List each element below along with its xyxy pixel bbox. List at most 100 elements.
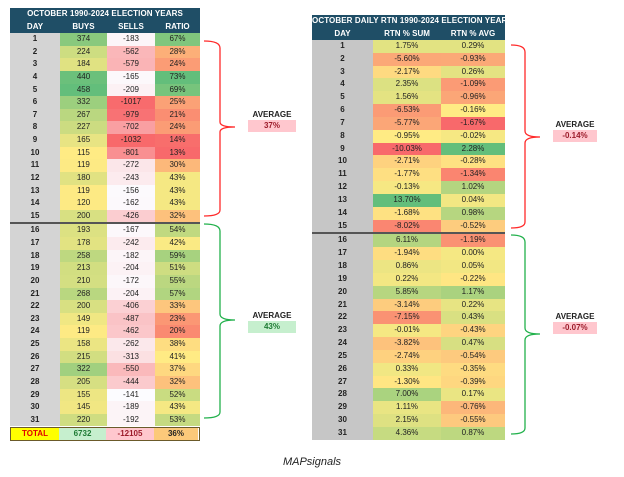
sells-cell: -167 [107, 224, 155, 237]
buys-cell: 213 [60, 262, 107, 275]
table-row: 2 -5.60% -0.93% [312, 52, 505, 66]
buys-cell: 120 [60, 197, 107, 210]
table-row: 16 193 -167 54% [10, 222, 200, 237]
ratio-cell: 59% [155, 249, 200, 263]
day-cell: 26 [312, 362, 373, 376]
rtn-avg-cell: -0.96% [441, 91, 505, 105]
total-buys: 6732 [59, 428, 106, 441]
table-row: 13 13.70% 0.04% [312, 193, 505, 207]
sells-cell: -702 [107, 121, 155, 134]
day-cell: 17 [312, 247, 373, 261]
ratio-cell: 24% [155, 58, 200, 71]
rtn-avg-cell: 1.02% [441, 181, 505, 194]
average-second-half-left: AVERAGE 43% [248, 311, 296, 333]
buys-cell: 158 [60, 338, 107, 351]
day-cell: 8 [312, 129, 373, 143]
rtn-sum-cell: -6.53% [373, 104, 441, 117]
buys-cell: 149 [60, 312, 107, 326]
rtn-sum-cell: -2.71% [373, 155, 441, 169]
table-row: 3 -2.17% 0.26% [312, 65, 505, 79]
rtn-avg-cell: 0.98% [441, 206, 505, 220]
table-row: 12 -0.13% 1.02% [312, 181, 505, 194]
buys-cell: 440 [60, 70, 107, 84]
table-row: 11 119 -272 30% [10, 159, 200, 172]
table-row: 11 -1.77% -1.34% [312, 168, 505, 182]
table-row: 15 200 -426 32% [10, 209, 200, 223]
day-cell: 3 [312, 65, 373, 79]
rtn-sum-cell: -3.82% [373, 337, 441, 350]
ratio-cell: 69% [155, 83, 200, 97]
table-row: 8 -0.95% -0.02% [312, 129, 505, 143]
ratio-cell: 42% [155, 237, 200, 250]
day-cell: 14 [10, 197, 60, 210]
buys-cell: 165 [60, 134, 107, 147]
rtn-sum-cell: -5.60% [373, 52, 441, 66]
rtn-sum-cell: 0.22% [373, 272, 441, 286]
rtn-avg-cell: 0.43% [441, 311, 505, 325]
day-cell: 12 [312, 181, 373, 194]
ratio-cell: 21% [155, 108, 200, 122]
table-row: 18 258 -182 59% [10, 249, 200, 263]
average-value: -0.14% [553, 130, 597, 142]
ratio-cell: 43% [155, 401, 200, 414]
rtn-sum-cell: 1.56% [373, 91, 441, 105]
rtn-sum-cell: -8.02% [373, 219, 441, 233]
sells-cell: -209 [107, 83, 155, 97]
sells-cell: -487 [107, 312, 155, 326]
buys-cell: 178 [60, 237, 107, 250]
bracket-second-half-right [510, 234, 541, 435]
sells-cell: -204 [107, 287, 155, 301]
sells-cell: -172 [107, 274, 155, 288]
bracket-first-half-left [203, 40, 236, 217]
table-row: 27 -1.30% -0.39% [312, 375, 505, 389]
table-row: 17 -1.94% 0.00% [312, 247, 505, 261]
ratio-cell: 57% [155, 287, 200, 301]
day-cell: 22 [10, 300, 60, 313]
rtn-avg-cell: -0.76% [441, 401, 505, 415]
ratio-cell: 53% [155, 413, 200, 427]
sells-cell: -242 [107, 237, 155, 250]
day-cell: 22 [312, 311, 373, 325]
day-cell: 29 [10, 388, 60, 402]
day-cell: 27 [312, 375, 373, 389]
day-cell: 5 [312, 91, 373, 105]
rtn-sum-cell: 2.15% [373, 414, 441, 427]
buys-cell: 268 [60, 287, 107, 301]
day-cell: 2 [10, 45, 60, 59]
ratio-cell: 51% [155, 262, 200, 275]
rtn-avg-cell: 0.00% [441, 247, 505, 261]
table-row: 6 -6.53% -0.16% [312, 104, 505, 117]
table-row: 29 1.11% -0.76% [312, 401, 505, 415]
sells-cell: -182 [107, 249, 155, 263]
ratio-cell: 43% [155, 184, 200, 198]
sells-cell: -165 [107, 70, 155, 84]
rtn-avg-cell: 0.26% [441, 65, 505, 79]
table-row: 26 0.33% -0.35% [312, 362, 505, 376]
average-value: -0.07% [553, 322, 597, 334]
day-cell: 6 [10, 96, 60, 109]
ratio-cell: 54% [155, 224, 200, 237]
day-cell: 20 [10, 274, 60, 288]
average-label: AVERAGE [252, 110, 292, 119]
sells-cell: -1017 [107, 96, 155, 109]
sells-cell: -426 [107, 209, 155, 223]
average-label: AVERAGE [555, 120, 595, 129]
rtn-avg-cell: 0.04% [441, 193, 505, 207]
buys-cell: 180 [60, 171, 107, 185]
buys-cell: 200 [60, 300, 107, 313]
buys-cell: 210 [60, 274, 107, 288]
rtn-sum-cell: 13.70% [373, 193, 441, 207]
ratio-cell: 32% [155, 375, 200, 389]
buys-cell: 227 [60, 121, 107, 134]
rtn-avg-cell: 0.22% [441, 298, 505, 312]
sells-cell: -141 [107, 388, 155, 402]
buys-cell: 145 [60, 401, 107, 414]
rtn-avg-cell: -0.28% [441, 155, 505, 169]
col-header-rtn-avg: RTN % AVG [450, 29, 496, 38]
average-value: 43% [248, 321, 296, 333]
sells-cell: -204 [107, 262, 155, 275]
table-row: 18 0.86% 0.05% [312, 260, 505, 273]
col-header-rtn-sum: RTN % SUM [384, 29, 430, 38]
rtn-sum-cell: 1.11% [373, 401, 441, 415]
